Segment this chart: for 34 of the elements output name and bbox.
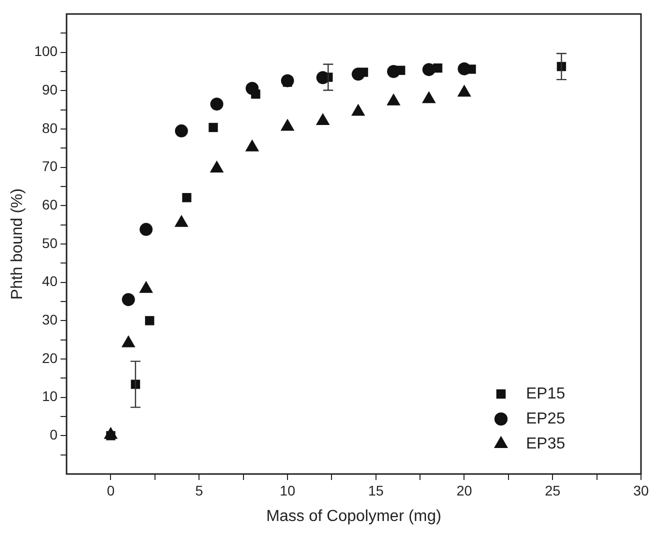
point [122,293,135,306]
x-tick-label: 30 [633,482,649,498]
legend-label: EP25 [526,410,566,428]
y-tick-label: 90 [42,82,58,98]
point [358,68,368,77]
y-tick-label: 40 [42,273,58,290]
point [174,124,188,138]
legend-label: EP35 [526,435,566,452]
point [140,222,153,236]
y-tick-label: 30 [42,312,58,328]
y-tick-label: 10 [42,388,58,404]
y-tick-label: 0 [50,426,58,443]
y-tick-label: 20 [42,350,58,366]
y-tick-label: 60 [42,196,58,213]
point [145,316,154,326]
x-axis-title: Mass of Copolymer (mg) [266,508,442,525]
x-tick-label: 10 [280,482,296,498]
y-tick-label: 50 [42,234,58,251]
x-tick-label: 5 [195,482,204,498]
y-tick-label: 70 [42,158,58,174]
point [251,90,260,99]
x-tick-label: 25 [544,482,561,498]
y-axis-title: Phth bound (%) [9,188,26,300]
y-tick-label: 80 [42,120,58,136]
point [433,63,442,73]
point [208,122,218,132]
x-tick-label: 20 [456,482,472,498]
point [182,193,192,202]
legend-label: EP15 [526,385,566,402]
x-tick-label: 15 [368,482,384,498]
x-tick-label: 0 [106,482,115,498]
y-tick-label: 100 [34,43,58,60]
point [396,66,406,75]
point [210,98,224,111]
